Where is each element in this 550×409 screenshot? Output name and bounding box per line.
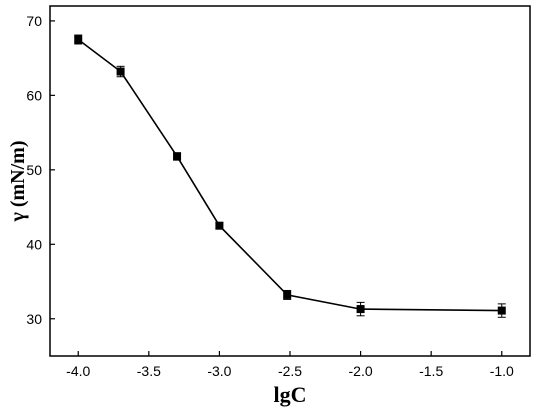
y-tick-label: 30 [26, 311, 42, 327]
x-tick-label: -3.5 [137, 363, 161, 379]
x-axis-title: lgC [274, 382, 307, 407]
x-tick-label: -2.5 [278, 363, 302, 379]
y-tick-label: 40 [26, 236, 42, 252]
y-tick-label: 50 [26, 162, 42, 178]
plot-frame [49, 5, 531, 357]
data-point [356, 305, 365, 314]
x-tick-label: -1.5 [419, 363, 443, 379]
y-tick-label: 60 [26, 87, 42, 103]
data-point [116, 67, 125, 76]
x-tick-label: -2.0 [349, 363, 373, 379]
data-point [215, 221, 224, 230]
y-tick-label: 70 [26, 13, 42, 29]
data-point [283, 290, 292, 299]
y-axis-title: γ (mN/m) [7, 141, 29, 223]
series-line [77, 38, 502, 312]
data-point [497, 306, 506, 315]
x-axis-ticks: -4.0 -3.5 -3.0 -2.5 -2.0 -1.5 -1.0 [66, 351, 514, 379]
x-tick-label: -3.0 [207, 363, 231, 379]
data-point [173, 152, 182, 161]
data-point [74, 35, 83, 44]
x-tick-label: -4.0 [66, 363, 90, 379]
x-tick-label: -1.0 [490, 363, 514, 379]
y-axis-ticks: 30 40 50 60 70 [26, 13, 55, 327]
series-layer [74, 34, 506, 318]
